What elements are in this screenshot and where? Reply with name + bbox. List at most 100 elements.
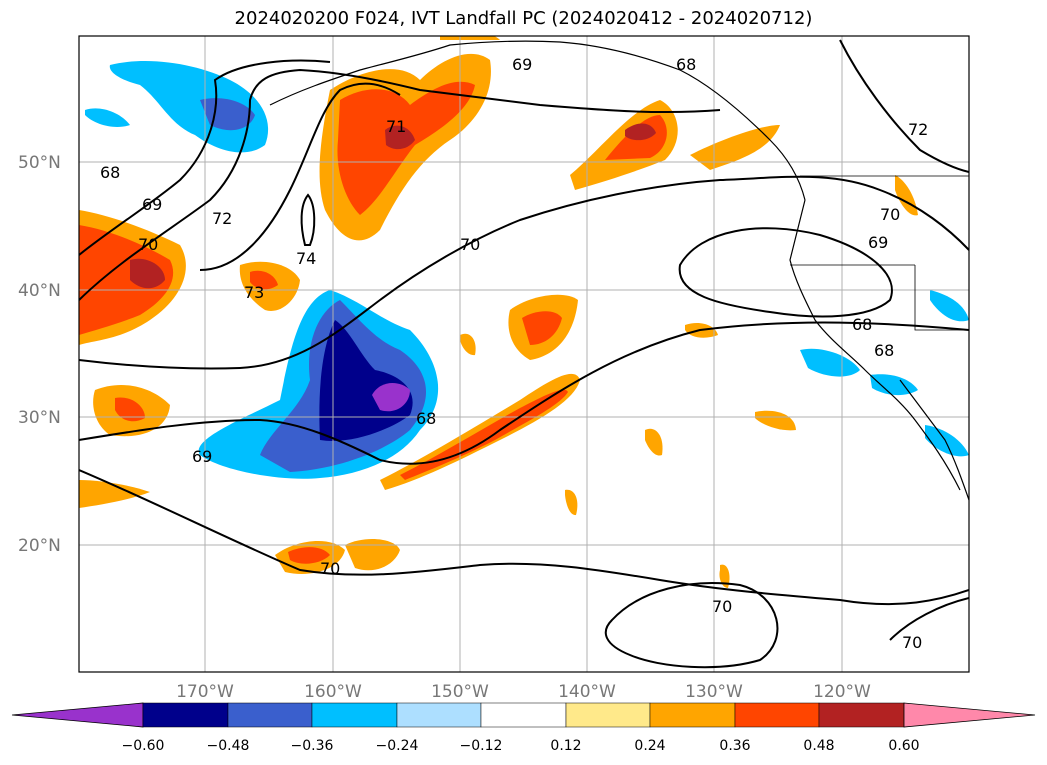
positive-region <box>440 36 500 40</box>
contour-label: 72 <box>908 120 928 139</box>
lat-tick-label: 20°N <box>18 536 61 556</box>
positive-region <box>345 538 400 571</box>
colorbar-segment <box>734 702 820 728</box>
colorbar-segment <box>227 702 313 728</box>
baja-coast <box>899 379 969 501</box>
colorbar: −0.60 −0.48 −0.36 −0.24 −0.12 0.12 0.24 … <box>11 702 1036 754</box>
colorbar-segment <box>311 702 398 728</box>
colorbar-label: 0.48 <box>803 738 834 754</box>
contour-line <box>79 175 969 370</box>
positive-region <box>719 564 730 588</box>
colorbar-label: −0.24 <box>376 738 419 754</box>
negative-region <box>930 290 969 322</box>
lat-tick-label: 30°N <box>18 408 61 428</box>
contour-label: 68 <box>416 409 436 428</box>
contour-label: 68 <box>676 55 696 74</box>
colorbar-segment <box>565 702 651 728</box>
us-border <box>790 175 969 331</box>
positive-region <box>79 225 174 335</box>
positive-region <box>522 311 562 345</box>
positive-region <box>385 125 415 150</box>
colorbar-low-extension <box>11 702 144 728</box>
contour-line <box>79 469 969 606</box>
positive-region <box>250 270 278 290</box>
contour-line <box>604 582 779 669</box>
positive-region <box>645 428 663 456</box>
colorbar-label: 0.24 <box>634 738 665 754</box>
positive-region <box>565 489 578 516</box>
contour-line <box>199 82 401 271</box>
colorbar-segment <box>480 702 567 728</box>
positive-region <box>130 258 165 289</box>
lon-tick-label: 150°W <box>431 682 489 702</box>
lon-tick-label: 130°W <box>685 682 743 702</box>
contour-line <box>79 68 721 301</box>
positive-region <box>288 547 330 564</box>
colorbar-segment <box>142 702 229 728</box>
contour-label: 69 <box>512 55 532 74</box>
graticule <box>79 36 969 672</box>
contour-line <box>889 597 969 641</box>
contour-label: 68 <box>852 315 872 334</box>
lat-tick-labels: 50°N 40°N 30°N 20°N <box>18 153 61 556</box>
alaska-coast <box>269 40 806 201</box>
positive-region <box>755 410 796 431</box>
positive-region <box>337 81 475 215</box>
contour-lines <box>79 39 969 669</box>
contour-label: 74 <box>296 249 316 268</box>
negative-region <box>870 374 918 396</box>
colorbar-segment <box>818 702 905 728</box>
colorbar-segment <box>649 702 736 728</box>
lon-tick-label: 120°W <box>813 682 871 702</box>
contour-label: 70 <box>880 205 900 224</box>
contour-label: 72 <box>212 209 232 228</box>
contour-label: 68 <box>100 163 120 182</box>
colorbar-label: −0.48 <box>207 738 250 754</box>
colorbar-label: −0.12 <box>460 738 503 754</box>
map-frame <box>78 35 970 673</box>
lon-tick-label: 170°W <box>176 682 234 702</box>
lon-tick-label: 160°W <box>304 682 362 702</box>
contour-label: 70 <box>320 559 340 578</box>
contour-label: 69 <box>192 447 212 466</box>
coastlines <box>269 40 969 501</box>
lat-tick-label: 40°N <box>18 281 61 301</box>
colorbar-label: −0.60 <box>122 738 165 754</box>
contour-label: 71 <box>386 117 406 136</box>
negative-region <box>372 383 410 412</box>
lon-tick-label: 140°W <box>558 682 616 702</box>
colorbar-segment <box>396 702 482 728</box>
positive-region <box>690 125 780 170</box>
map-title: 2024020200 F024, IVT Landfall PC (202402… <box>234 8 813 29</box>
contour-label: 70 <box>138 235 158 254</box>
negative-region <box>925 425 969 457</box>
contour-label: 70 <box>902 633 922 652</box>
positive-region <box>625 123 656 141</box>
positive-region <box>460 333 476 356</box>
contour-line <box>79 59 331 256</box>
shaded-field <box>79 36 969 588</box>
contour-label: 69 <box>868 233 888 252</box>
negative-region <box>800 348 860 377</box>
contour-label: 70 <box>712 597 732 616</box>
negative-region <box>85 108 130 127</box>
contour-label: 70 <box>460 235 480 254</box>
west-coast <box>789 199 961 491</box>
contour-label: 68 <box>874 341 894 360</box>
contour-line <box>79 321 969 465</box>
colorbar-label: 0.36 <box>719 738 750 754</box>
contour-line <box>678 227 893 318</box>
positive-region <box>79 480 150 508</box>
contour-label: 73 <box>244 283 264 302</box>
contour-line <box>300 193 316 246</box>
colorbar-label: 0.60 <box>888 738 919 754</box>
contour-label: 69 <box>142 195 162 214</box>
contour-line <box>839 39 969 173</box>
contour-labels: 68 69 70 72 74 73 71 69 68 70 68 69 70 7… <box>100 55 928 652</box>
colorbar-high-extension <box>903 702 1036 728</box>
positive-region <box>115 397 145 422</box>
colorbar-label: 0.12 <box>550 738 581 754</box>
lat-tick-label: 50°N <box>18 153 61 173</box>
colorbar-label: −0.36 <box>291 738 334 754</box>
